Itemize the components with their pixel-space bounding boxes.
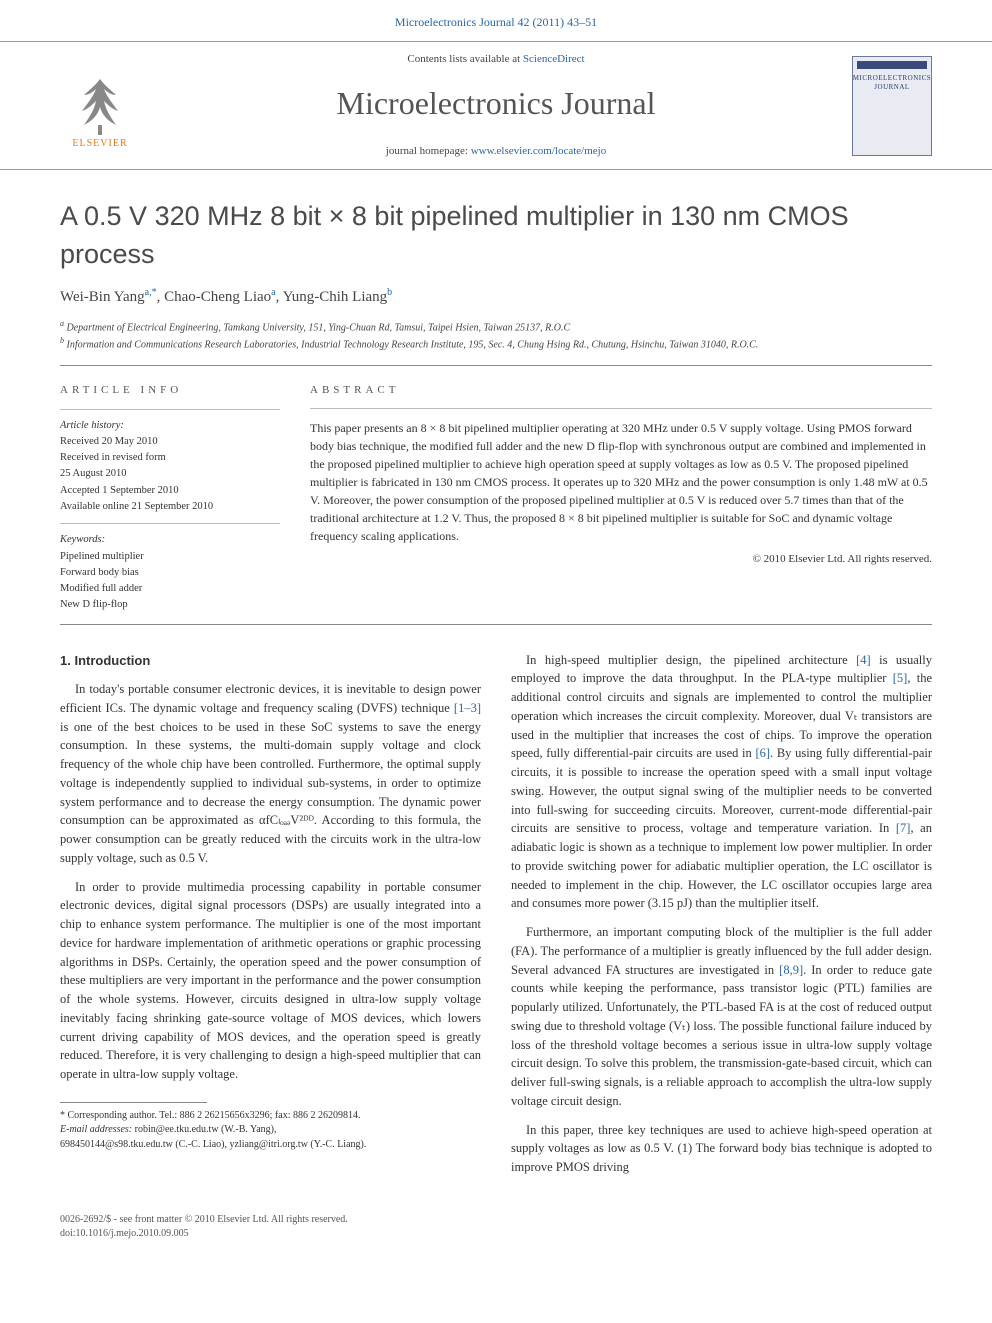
article-info-heading: ARTICLE INFO <box>60 382 280 399</box>
r1a: In high-speed multiplier design, the pip… <box>526 653 856 667</box>
ref-link-1-3[interactable]: [1–3] <box>454 701 481 715</box>
homepage-prefix: journal homepage: <box>386 145 471 157</box>
author-3-affil: b <box>387 287 392 298</box>
article-info: ARTICLE INFO Article history: Received 2… <box>60 382 280 614</box>
elsevier-tree-icon <box>74 77 126 137</box>
footnotes: * Corresponding author. Tel.: 886 2 2621… <box>60 1109 481 1153</box>
received-date: Received 20 May 2010 <box>60 434 280 450</box>
revised-line1: Received in revised form <box>60 450 280 466</box>
divider-bottom <box>60 624 932 625</box>
author-2-affil: a <box>271 287 275 298</box>
author-1: Wei-Bin Yang <box>60 289 145 305</box>
ref-link-4[interactable]: [4] <box>856 653 871 667</box>
journal-homepage-link[interactable]: www.elsevier.com/locate/mejo <box>471 145 607 157</box>
article-title: A 0.5 V 320 MHz 8 bit × 8 bit pipelined … <box>60 198 932 274</box>
abstract-heading: ABSTRACT <box>310 382 932 399</box>
abstract-rule <box>310 408 932 409</box>
email-line-1: robin@ee.tku.edu.tw (W.-B. Yang), <box>132 1124 276 1135</box>
info-abstract-row: ARTICLE INFO Article history: Received 2… <box>60 382 932 614</box>
cover-banner <box>857 61 927 69</box>
online-date: Available online 21 September 2010 <box>60 499 280 515</box>
right-para-2: Furthermore, an important computing bloc… <box>511 923 932 1111</box>
info-rule-1 <box>60 409 280 410</box>
emails-label: E-mail addresses: <box>60 1124 132 1135</box>
divider-top <box>60 365 932 366</box>
keywords-label: Keywords: <box>60 532 280 548</box>
elsevier-wordmark: ELSEVIER <box>72 137 127 151</box>
history-label: Article history: <box>60 418 280 434</box>
journal-citation: Microelectronics Journal 42 (2011) 43–51 <box>0 0 992 41</box>
doi-line: doi:10.1016/j.mejo.2010.09.005 <box>60 1227 932 1241</box>
left-para-1: In today's portable consumer electronic … <box>60 680 481 868</box>
contents-prefix: Contents lists available at <box>407 53 522 65</box>
issn-line: 0026-2692/$ - see front matter © 2010 El… <box>60 1213 932 1227</box>
right-para-3: In this paper, three key techniques are … <box>511 1121 932 1177</box>
keyword-2: Forward body bias <box>60 565 280 581</box>
sciencedirect-link[interactable]: ScienceDirect <box>523 53 585 65</box>
left-p1-a: In today's portable consumer electronic … <box>60 682 481 715</box>
abstract-copyright: © 2010 Elsevier Ltd. All rights reserved… <box>310 551 932 568</box>
ref-link-5[interactable]: [5] <box>893 671 908 685</box>
footer-meta: 0026-2692/$ - see front matter © 2010 El… <box>0 1207 992 1265</box>
accepted-date: Accepted 1 September 2010 <box>60 483 280 499</box>
abstract-text: This paper presents an 8 × 8 bit pipelin… <box>310 419 932 545</box>
revised-line2: 25 August 2010 <box>60 466 280 482</box>
body-columns: 1. Introduction In today's portable cons… <box>60 651 932 1187</box>
abstract: ABSTRACT This paper presents an 8 × 8 bi… <box>310 382 932 614</box>
right-column: In high-speed multiplier design, the pip… <box>511 651 932 1187</box>
ref-link-8-9[interactable]: [8,9] <box>779 963 803 977</box>
author-3: Yung-Chih Liang <box>283 289 388 305</box>
cover-title: MICROELECTRONICS JOURNAL <box>853 74 931 94</box>
keyword-4: New D flip-flop <box>60 597 280 613</box>
email-line-2: 698450144@s98.tku.edu.tw (C.-C. Liao), y… <box>60 1138 481 1153</box>
elsevier-logo: ELSEVIER <box>60 61 140 151</box>
masthead-center: Contents lists available at ScienceDirec… <box>140 52 852 160</box>
author-2: Chao-Cheng Liao <box>164 289 271 305</box>
info-rule-2 <box>60 523 280 524</box>
journal-cover-thumb: MICROELECTRONICS JOURNAL <box>852 56 932 156</box>
affiliation-a: Department of Electrical Engineering, Ta… <box>67 322 571 333</box>
left-column: 1. Introduction In today's portable cons… <box>60 651 481 1187</box>
affiliations: a Department of Electrical Engineering, … <box>60 318 932 353</box>
contents-line: Contents lists available at ScienceDirec… <box>140 52 852 67</box>
r2b: . In order to reduce gate counts while k… <box>511 963 932 1108</box>
footnote-rule <box>60 1102 207 1103</box>
masthead: ELSEVIER Contents lists available at Sci… <box>0 41 992 171</box>
intro-heading: 1. Introduction <box>60 651 481 671</box>
left-para-2: In order to provide multimedia processin… <box>60 878 481 1084</box>
ref-link-7[interactable]: [7] <box>896 821 911 835</box>
affiliation-b: Information and Communications Research … <box>67 340 759 351</box>
author-1-affil: a,* <box>145 287 157 298</box>
article: A 0.5 V 320 MHz 8 bit × 8 bit pipelined … <box>0 170 992 1206</box>
right-para-1: In high-speed multiplier design, the pip… <box>511 651 932 914</box>
homepage-line: journal homepage: www.elsevier.com/locat… <box>140 144 852 159</box>
authors: Wei-Bin Yanga,*, Chao-Cheng Liaoa, Yung-… <box>60 286 932 308</box>
journal-name: Microelectronics Journal <box>140 81 852 126</box>
ref-link-6[interactable]: [6] <box>755 746 770 760</box>
left-p1-b: is one of the best choices to be used in… <box>60 720 481 865</box>
corresponding-author: * Corresponding author. Tel.: 886 2 2621… <box>60 1109 481 1124</box>
keyword-3: Modified full adder <box>60 581 280 597</box>
keyword-1: Pipelined multiplier <box>60 549 280 565</box>
